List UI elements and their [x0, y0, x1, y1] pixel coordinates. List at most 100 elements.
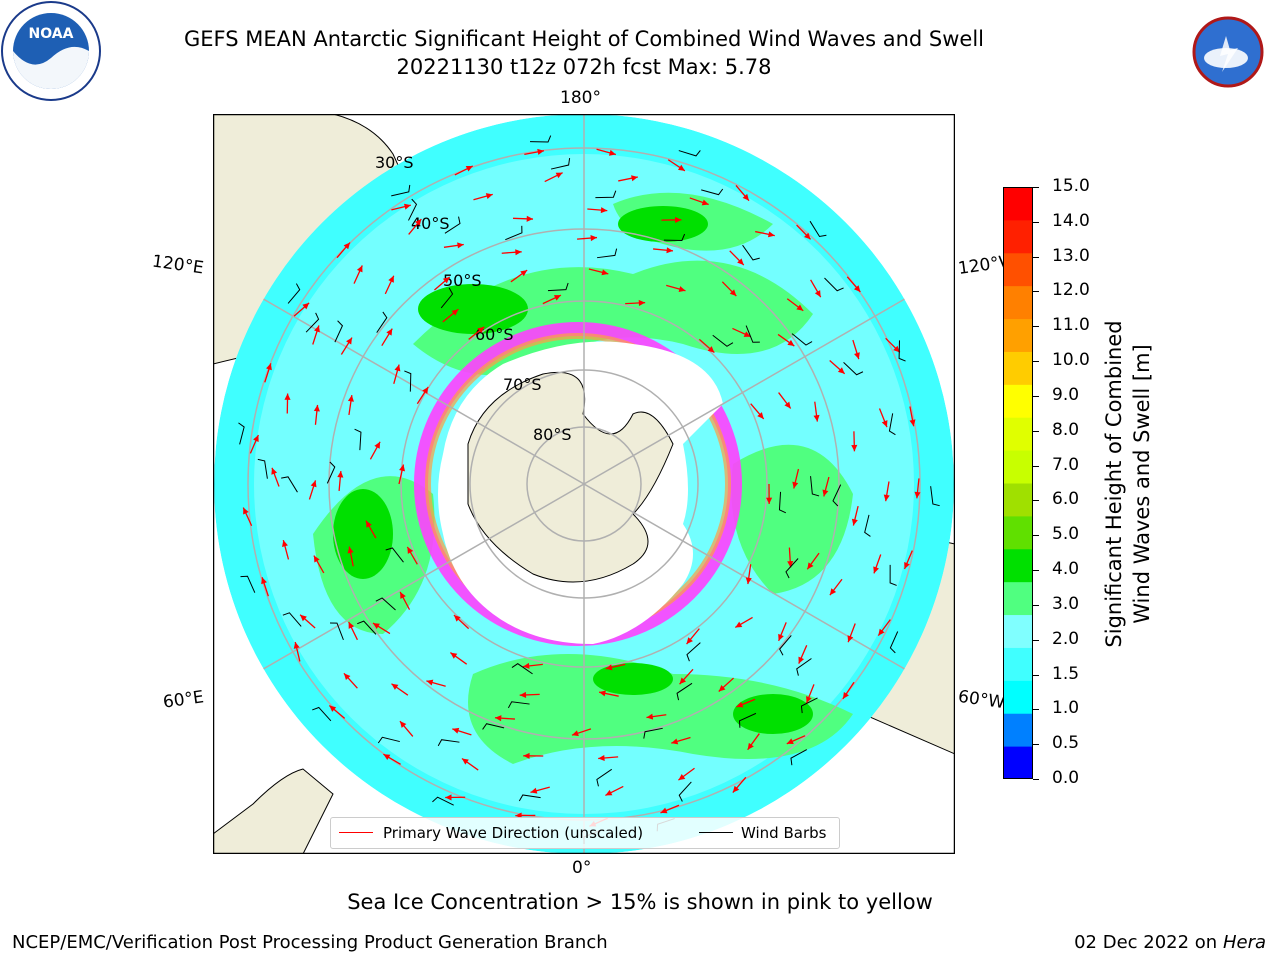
wave-arrow-head: [366, 520, 372, 528]
wave-arrow-head: [494, 715, 502, 722]
wave-arrow-head: [445, 794, 452, 801]
wave-arrow-head: [853, 285, 861, 292]
wave-arrow-head: [477, 326, 485, 334]
wave-arrow-head: [601, 269, 609, 276]
wave-arrow-head: [374, 441, 381, 449]
colorbar-swatch: [1003, 680, 1033, 714]
wave-arrow-head: [271, 467, 278, 475]
colorbar-swatch: [1003, 483, 1033, 517]
wave-arrow-head: [784, 401, 791, 409]
wave-arrow-head: [747, 742, 754, 750]
wave-arrow-head: [530, 787, 538, 794]
wave-arrow-head: [450, 652, 458, 659]
colorbar-tick-label: 5.0: [1052, 524, 1080, 545]
wind-barb: [678, 781, 692, 802]
wave-arrow-head: [675, 216, 682, 223]
wind-barb: [843, 361, 864, 376]
wave-arrow-head: [736, 701, 744, 708]
wave-arrow-head: [485, 193, 493, 199]
wave-arrow-head: [638, 299, 646, 307]
wave-arrow-head: [842, 691, 849, 699]
wave-arrow-head: [519, 691, 527, 698]
wind-barb: [518, 794, 541, 802]
colorbar-swatch: [1003, 285, 1033, 320]
wave-arrow-head: [786, 738, 794, 744]
wave-arrow-head: [343, 673, 351, 681]
colorbar-tick: [1033, 221, 1039, 223]
colorbar-tick: [1033, 604, 1039, 606]
lon-label-120e: 120°E: [150, 251, 205, 279]
wave-direction-arrows: [242, 148, 921, 827]
wave-arrow-head: [313, 404, 320, 412]
wave-arrow-head: [253, 434, 259, 442]
wave-arrow-head: [707, 346, 715, 353]
wave-arrow-head: [293, 642, 300, 649]
wave-arrow-head: [415, 219, 422, 226]
colorbar-tick: [1033, 291, 1039, 293]
wind-barb: [809, 220, 827, 238]
wind-barb: [791, 333, 813, 346]
wave-arrow-head: [893, 345, 900, 353]
colorbar-tick: [1033, 361, 1039, 363]
wind-barb: [701, 188, 724, 196]
wave-arrow-head: [851, 518, 858, 526]
wind-barb: [505, 225, 523, 241]
wave-arrow-head: [282, 540, 288, 547]
wave-arrow-head: [426, 679, 434, 686]
wave-arrow-head: [515, 249, 522, 256]
wave-arrow-head: [553, 295, 561, 301]
wave-arrow-head: [555, 172, 563, 179]
wind-barb: [377, 736, 400, 744]
colorbar-tick-label: 14.0: [1052, 210, 1090, 231]
wave-arrow-head: [904, 561, 910, 569]
polar-map: 30°S 40°S 50°S 60°S 70°S 80°S: [213, 114, 955, 854]
map-legend: Primary Wave Direction (unscaled) Wind B…: [330, 817, 840, 849]
wave-arrow-head: [343, 242, 351, 250]
wind-barb: [597, 248, 618, 259]
colorbar: [1003, 187, 1033, 779]
chart-title: GEFS MEAN Antarctic Significant Height o…: [183, 27, 985, 51]
colorbar-tick: [1033, 709, 1039, 711]
legend-primary-wave: Primary Wave Direction (unscaled): [383, 824, 644, 842]
lat-label-30s: 30°S: [375, 153, 414, 172]
wave-arrow-head: [348, 621, 355, 629]
wind-barb: [810, 476, 820, 497]
wind-barb: [889, 631, 899, 654]
colorbar-tick-label: 6.0: [1052, 489, 1080, 510]
wave-arrow-head: [743, 331, 751, 337]
wind-barb: [663, 233, 686, 241]
wave-arrow-head: [742, 193, 749, 201]
wave-arrow-head: [310, 480, 317, 488]
wave-arrow-head: [598, 754, 605, 762]
wind-barb: [257, 458, 268, 479]
lat-label-50s: 50°S: [443, 271, 482, 290]
wave-arrow-head: [745, 577, 752, 585]
colorbar-swatch: [1003, 515, 1033, 550]
wind-barb: [287, 283, 301, 304]
wave-arrow-head: [356, 265, 363, 273]
wave-arrow-head: [522, 662, 530, 669]
wave-arrow-head: [605, 664, 613, 671]
wind-barb: [404, 370, 412, 392]
wave-arrow-head: [822, 489, 829, 497]
nws-logo: [1178, 2, 1278, 102]
wave-arrow-head: [422, 386, 429, 394]
wind-barb: [824, 277, 844, 292]
footer-machine: Hera: [1222, 932, 1266, 953]
colorbar-swatch: [1003, 219, 1033, 254]
wind-barb: [437, 739, 460, 747]
wave-arrow-head: [796, 304, 804, 311]
wave-arrow-head: [461, 758, 469, 765]
wave-arrow-head: [388, 275, 394, 283]
wave-arrow-head: [284, 393, 291, 400]
wave-arrow-head: [399, 464, 406, 472]
wind-barb: [790, 749, 808, 766]
colorbar-swatch: [1003, 581, 1033, 616]
footer-date-text: 02 Dec 2022 on: [1074, 932, 1218, 953]
wave-arrow-head: [605, 789, 613, 796]
colorbar-frame: [1003, 187, 1033, 779]
wave-arrow-head: [571, 730, 579, 737]
wave-arrow-head: [677, 164, 685, 171]
wind-barb: [238, 422, 245, 445]
wave-arrow-head: [798, 656, 805, 664]
